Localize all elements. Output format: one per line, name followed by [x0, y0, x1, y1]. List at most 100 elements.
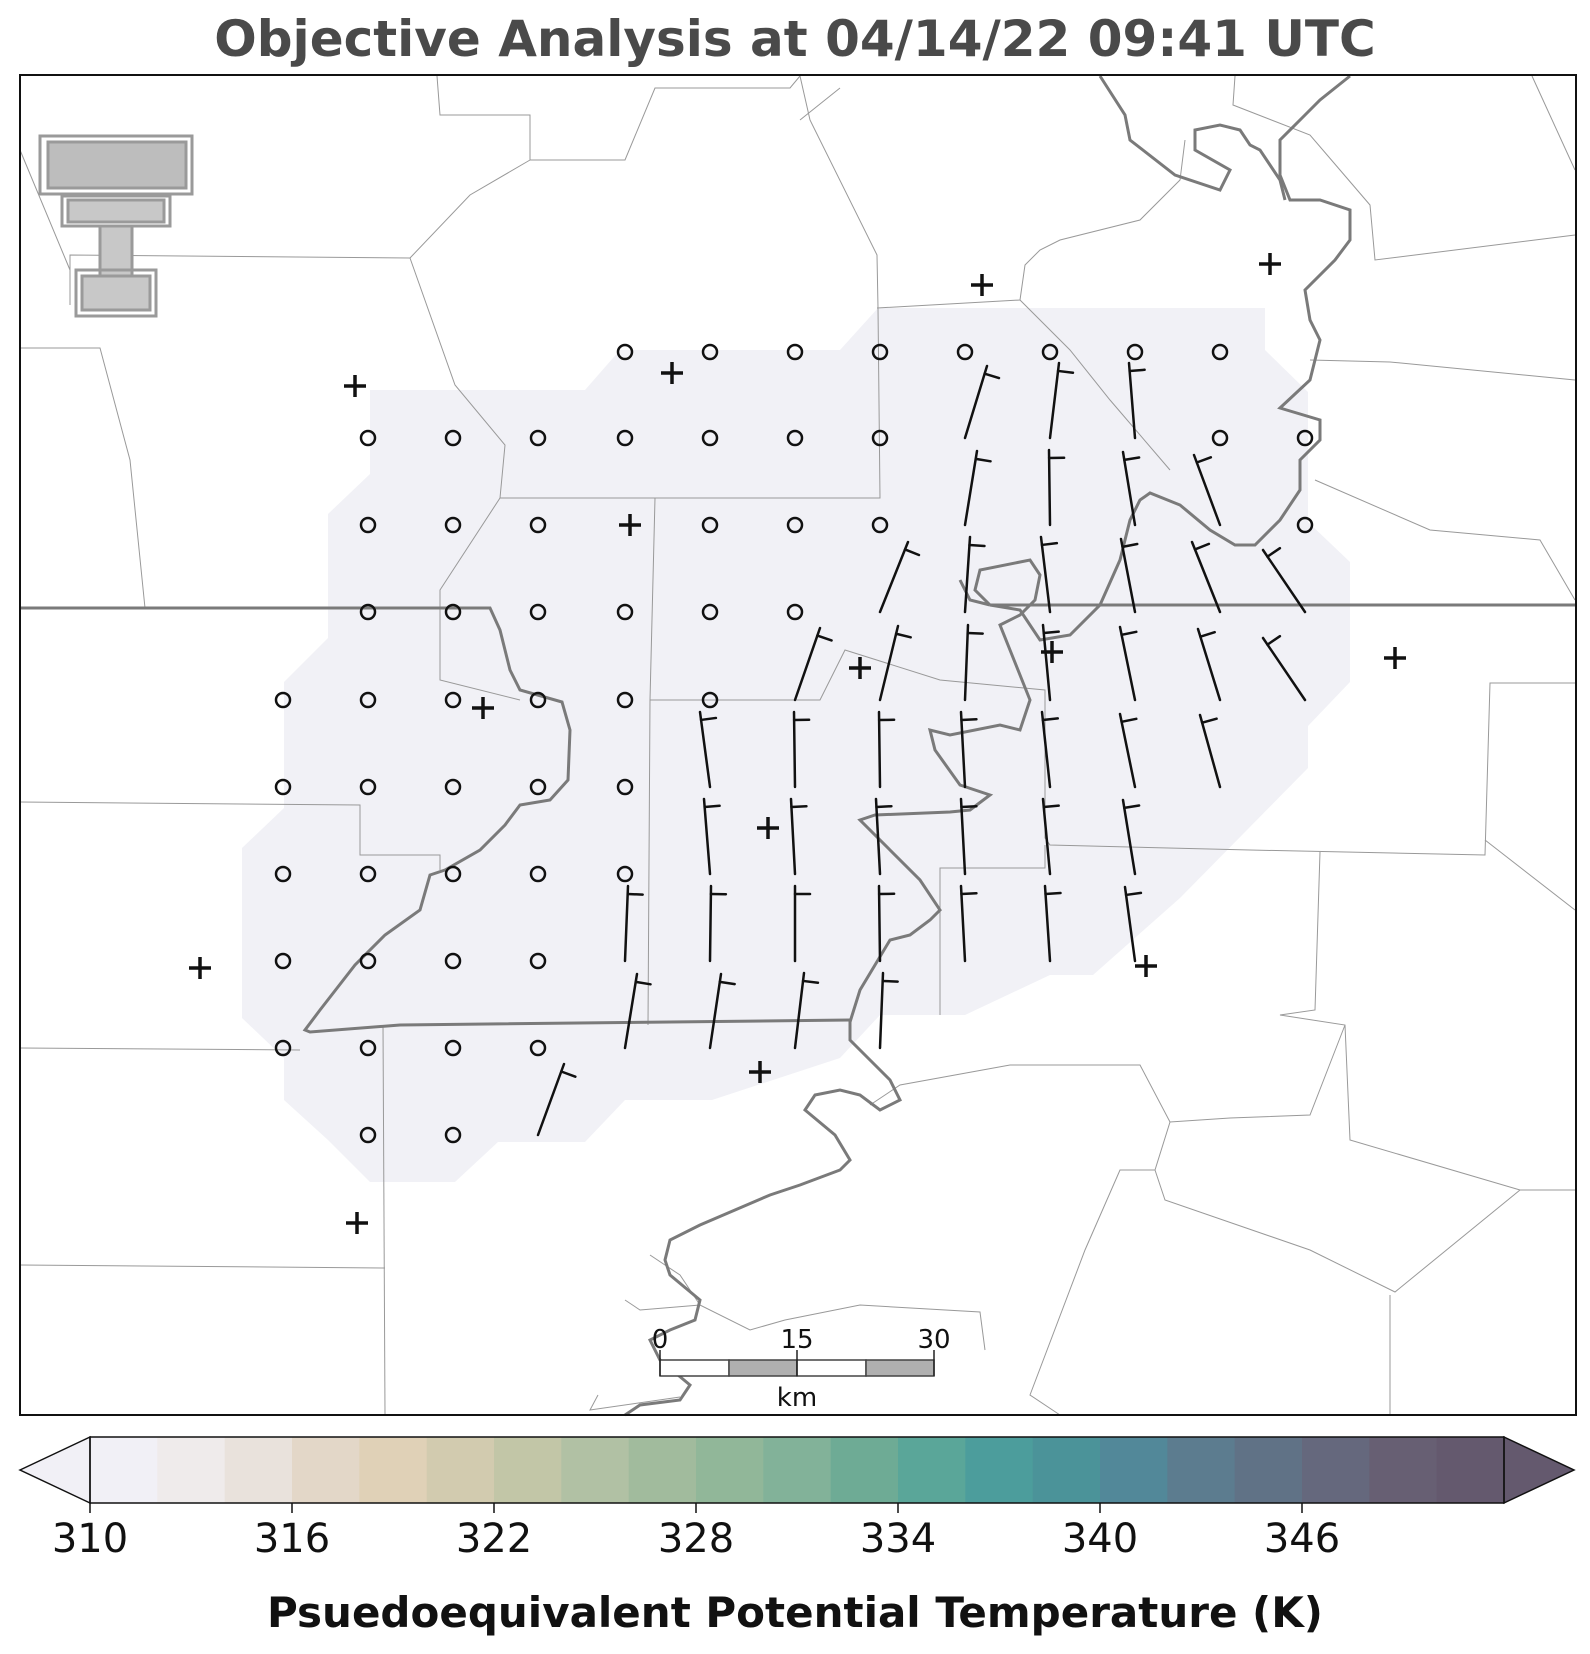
- calm-marker: [274, 865, 292, 883]
- colorbar-label: Psuedoequivalent Potential Temperature (…: [267, 1588, 1323, 1637]
- wind-barb: [877, 710, 896, 789]
- wind-barb: [874, 797, 893, 876]
- colorbar-tick-label: 346: [1264, 1516, 1340, 1562]
- wind-barb: [1039, 535, 1059, 614]
- calm-marker: [529, 952, 547, 970]
- station-marker: [472, 697, 494, 719]
- wind-barb: [793, 971, 820, 1050]
- calm-marker: [359, 1039, 377, 1057]
- calm-marker: [1041, 343, 1059, 361]
- calm-marker: [871, 429, 889, 447]
- wind-barb: [793, 884, 812, 963]
- colorbar-outline: [89, 1436, 1505, 1504]
- calm-marker: [359, 429, 377, 447]
- calm-marker: [274, 952, 292, 970]
- wind-barb: [1118, 712, 1138, 789]
- colorbar-tick-label: 310: [52, 1516, 128, 1562]
- calm-marker: [444, 429, 462, 447]
- station-marker: [1135, 955, 1157, 977]
- wind-barb: [963, 535, 986, 614]
- wind-barb: [878, 971, 899, 1050]
- wind-barb: [963, 623, 984, 702]
- colorbar-cell: [1032, 1437, 1101, 1503]
- wind-barb: [1261, 634, 1307, 702]
- wind-barb: [1119, 537, 1139, 614]
- wind-barb: [1123, 885, 1143, 963]
- colorbar-cell: [224, 1437, 293, 1503]
- wind-barb: [1190, 540, 1222, 614]
- wind-barb: [1048, 361, 1075, 440]
- wind-barb: [1192, 453, 1222, 527]
- calm-marker: [444, 603, 462, 621]
- calm-marker: [359, 778, 377, 796]
- wind-barb: [1196, 627, 1222, 702]
- calm-marker: [359, 603, 377, 621]
- station-marker: [344, 375, 366, 397]
- colorbar-cell: [1100, 1437, 1168, 1503]
- map-title: Objective Analysis at 04/14/22 09:41 UTC: [214, 10, 1376, 68]
- wind-barb: [1040, 710, 1060, 789]
- wind-barb: [959, 797, 978, 876]
- calm-marker: [786, 603, 804, 621]
- calm-marker: [786, 429, 804, 447]
- calm-marker: [1126, 343, 1144, 361]
- calm-marker: [701, 429, 719, 447]
- colorbar-extend-max: [1503, 1435, 1576, 1505]
- scale-tick-0: 0: [652, 1325, 669, 1355]
- scale-bar: 0 15 30 km: [652, 1325, 951, 1413]
- colorbar-cell: [696, 1437, 764, 1503]
- wind-barb: [789, 797, 808, 876]
- wind-barb: [1198, 713, 1222, 789]
- calm-marker: [529, 516, 547, 534]
- colorbar-cell: [90, 1437, 158, 1503]
- calm-marker: [359, 691, 377, 709]
- colorbar-cell: [763, 1437, 832, 1503]
- calm-marker: [274, 1039, 292, 1057]
- calm-marker: [359, 516, 377, 534]
- colorbar-cell: [157, 1437, 226, 1503]
- wind-barb: [1261, 546, 1307, 614]
- wind-barb: [793, 626, 833, 702]
- county-boundaries: [19, 75, 1576, 1416]
- colorbar-tick-label: 334: [860, 1516, 936, 1562]
- calm-marker: [616, 343, 634, 361]
- colorbar-cell: [830, 1437, 899, 1503]
- colorbar-cell: [359, 1437, 428, 1503]
- scale-tick-30: 30: [917, 1325, 950, 1355]
- calm-marker: [529, 603, 547, 621]
- wind-barb: [1121, 798, 1141, 876]
- colorbar-cell: [1234, 1437, 1303, 1503]
- calm-marker: [274, 691, 292, 709]
- calm-marker: [359, 952, 377, 970]
- wind-barb: [1047, 448, 1066, 527]
- calm-marker: [786, 343, 804, 361]
- calm-marker: [444, 516, 462, 534]
- wind-barb: [536, 1062, 577, 1137]
- calm-marker: [701, 516, 719, 534]
- wind-barb: [1043, 884, 1062, 963]
- calm-wind-markers: [274, 343, 1314, 1144]
- calm-marker: [871, 516, 889, 534]
- calm-marker: [529, 429, 547, 447]
- colorbar-cell: [1436, 1437, 1505, 1503]
- wind-barb: [698, 710, 718, 789]
- calm-marker: [529, 691, 547, 709]
- wind-barb: [878, 540, 921, 614]
- calm-marker: [701, 691, 719, 709]
- colorbar-cell: [898, 1437, 966, 1503]
- station-marker: [661, 362, 683, 384]
- station-marker: [971, 274, 993, 296]
- calm-marker: [444, 778, 462, 796]
- wind-barb: [623, 972, 652, 1050]
- calm-marker: [1211, 343, 1229, 361]
- calm-marker: [1296, 429, 1314, 447]
- station-marker: [1259, 253, 1281, 275]
- wind-barb: [1041, 797, 1060, 876]
- calm-marker: [444, 952, 462, 970]
- colorbar-tick-label: 340: [1062, 1516, 1138, 1562]
- colorbar-tick-label: 328: [658, 1516, 734, 1562]
- colorbar-cell: [1369, 1437, 1438, 1503]
- texas-tech-double-t-logo: [38, 134, 194, 318]
- analysis-domain-shading: [242, 308, 1350, 1182]
- calm-marker: [444, 691, 462, 709]
